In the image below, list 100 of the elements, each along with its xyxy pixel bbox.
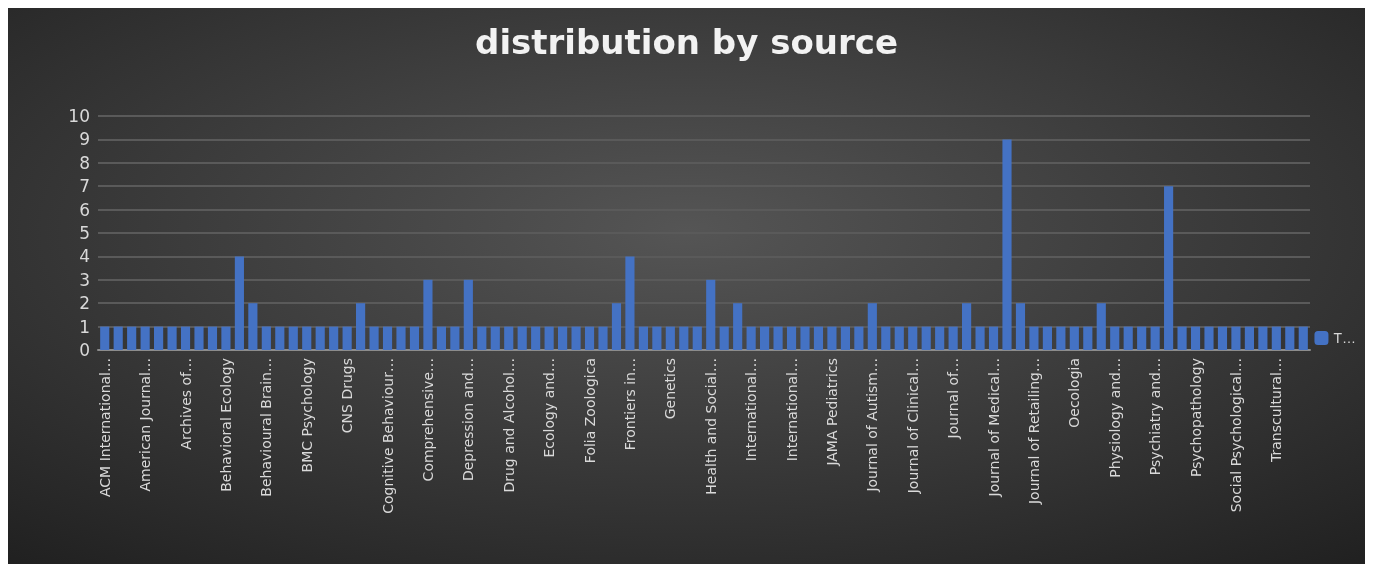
y-tick-label: 4 [79,246,90,267]
x-tick-label: Journal of Medical… [985,358,1002,498]
y-tick-label: 7 [79,176,90,197]
bar [315,326,325,350]
bar [679,326,689,350]
bar [1083,326,1093,350]
bar [935,326,945,350]
bar [746,326,756,350]
x-tick-label: Health and Social… [702,358,719,495]
x-tick-label: International… [743,358,760,462]
x-tick-label: American Journal… [137,358,154,492]
bar [194,326,204,350]
bar [1029,326,1039,350]
bar [342,326,352,350]
bar [867,303,877,350]
bar [921,326,931,350]
bar [988,326,999,350]
bar [477,326,487,350]
bar [773,326,783,350]
y-tick-label: 0 [79,340,90,360]
bar [962,303,972,350]
bar [127,326,137,350]
x-tick-label: JAMA Pediatrics [823,358,840,467]
x-tick-label: Psychiatry and… [1147,358,1164,476]
bar [409,326,420,350]
bar [1298,326,1308,350]
bar [356,303,366,350]
bar [571,326,581,350]
bar [382,326,393,350]
bar [1110,326,1120,350]
bar [302,326,312,350]
x-tick-label: Journal of Autism… [864,358,881,493]
x-tick-label: ACM International… [96,358,113,497]
bar [329,326,339,350]
bar [100,326,110,350]
y-tick-label: 8 [79,152,90,173]
x-tick-label: Cognitive Behaviour… [379,358,396,514]
x-tick-label: Archives of… [177,358,194,450]
x-tick-label: Oecologia [1066,358,1083,428]
x-tick-label: Journal of Clinical… [904,358,921,495]
x-tick-label: Psychopathology [1187,358,1204,477]
bar [1137,326,1147,350]
bar [221,326,231,350]
bar [692,326,702,350]
bar [1271,326,1281,350]
bar [234,256,244,350]
x-tick-label: Comprehensive… [419,358,436,482]
bar [207,326,218,350]
x-tick-label: Physiology and… [1106,358,1123,478]
x-tick-label: Behavioural Brain… [258,358,275,497]
bar [786,326,797,350]
x-tick-label: Social Psychological… [1227,358,1244,513]
bar [1164,186,1174,350]
x-tick-label: CNS Drugs [339,358,356,434]
bar [1258,326,1268,350]
bar [558,326,568,350]
x-tick-label: Behavioral Ecology [217,358,234,492]
y-tick-label: 1 [79,316,90,337]
bar [544,326,554,350]
bar [611,303,622,350]
bar [1069,326,1079,350]
bar [1244,326,1254,350]
bar [948,326,958,350]
bar [1096,303,1106,350]
x-tick-label: Journal of… [945,358,962,440]
y-tick-label: 6 [79,199,90,220]
bar [1015,303,1026,350]
bar [436,326,446,350]
bar [180,326,191,350]
bar [261,326,271,350]
chart-title: distribution by source [475,22,898,62]
x-tick-label: Ecology and… [541,358,558,458]
legend-label: T… [1333,330,1357,346]
y-tick-label: 3 [79,269,90,290]
bar [1150,326,1160,350]
bar [1123,326,1133,350]
bar [1204,326,1214,350]
bar [531,326,541,350]
x-tick-label: Folia Zoologica [581,358,598,464]
bar [854,326,864,350]
x-tick-label: Journal of Retailing… [1025,358,1042,506]
bar [652,326,662,350]
bar [288,326,298,350]
bar [275,326,285,350]
x-tick-label: Genetics [662,358,679,420]
bar [423,279,433,350]
bar [625,256,635,350]
bar [827,326,837,350]
y-tick-label: 10 [68,106,90,126]
bar [1217,326,1228,350]
bar [1285,326,1295,350]
bar [167,326,177,350]
x-tick-label: Drug and Alcohol… [500,358,517,493]
bar [733,303,743,350]
bar [450,326,460,350]
x-tick-label: Transcultural… [1268,358,1285,464]
x-tick-label: Frontiers in… [621,358,638,451]
bar [584,326,595,350]
y-tick-label: 9 [79,129,90,150]
bar [813,326,824,350]
